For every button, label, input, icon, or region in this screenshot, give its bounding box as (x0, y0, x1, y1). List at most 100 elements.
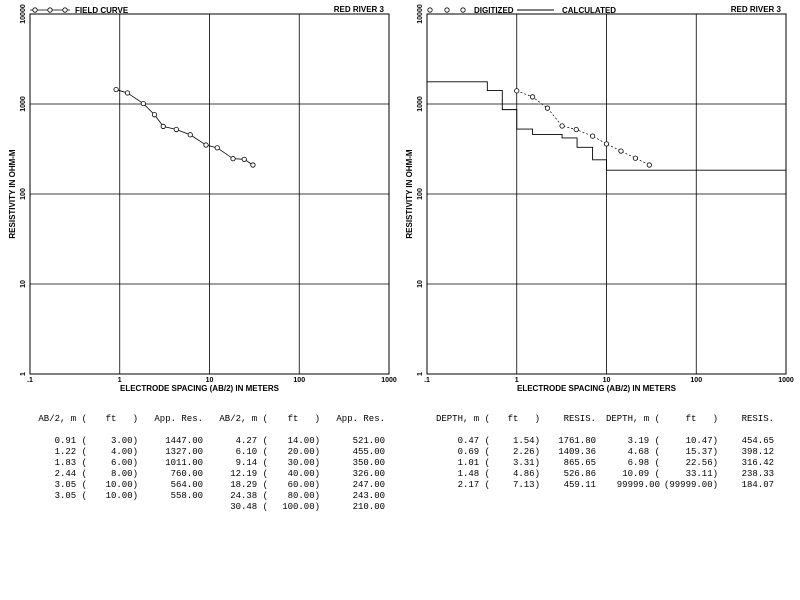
chart-title: RED RIVER 3 (334, 5, 385, 14)
x-axis-label: ELECTRODE SPACING (AB/2) IN METERS (517, 384, 677, 393)
table-cell: 33.11) (685, 469, 718, 479)
digitized-point (632, 155, 639, 161)
table-cell: 238.33 (741, 469, 774, 479)
chart-title: RED RIVER 3 (731, 5, 782, 14)
y-tick-label: 10000 (417, 4, 424, 24)
table-cell: 316.42 (741, 458, 774, 468)
table-cell: 526.86 (563, 469, 596, 479)
table-cell: 3.05 ( (54, 480, 87, 490)
y-tick-label: 100 (20, 188, 27, 200)
y-tick-label: 1 (417, 372, 424, 376)
table-cell: ft ) (507, 414, 540, 424)
table-cell: 30.48 ( (230, 502, 268, 512)
digitized-point (603, 141, 610, 147)
table-cell: 10.47) (685, 436, 718, 446)
table-cell: 100.00) (282, 502, 320, 512)
table-cell: 865.65 (563, 458, 596, 468)
data-point (173, 126, 179, 133)
x-tick-label: .1 (27, 377, 33, 384)
data-point (160, 123, 166, 129)
table-cell: 10.09 ( (622, 469, 660, 479)
data-point (124, 90, 131, 96)
table-cell: 3.19 ( (627, 436, 660, 446)
y-tick-label: 1000 (417, 96, 424, 112)
y-axis-label: RESISTIVITY IN OHM-M (405, 149, 414, 239)
table-cell: 40.00) (287, 469, 320, 479)
legend-marker (460, 7, 466, 13)
y-tick-label: 1000 (20, 96, 27, 112)
table-cell: 10.00) (105, 491, 138, 501)
table-cell: 4.68 ( (627, 447, 660, 457)
table-cell: 398.12 (741, 447, 774, 457)
table-cell: 18.29 ( (230, 480, 268, 490)
digitized-point (618, 148, 624, 154)
table-cell: 455.00 (352, 447, 385, 457)
table-cell: 3.05 ( (54, 491, 87, 501)
table-cell: 0.69 ( (457, 447, 490, 457)
table-cell: 2.26) (512, 447, 540, 457)
y-axis-label: RESISTIVITY IN OHM-M (8, 149, 17, 239)
table-cell: AB/2, m ( (219, 414, 268, 424)
legend-marker (32, 7, 38, 13)
y-tick-label: 10 (417, 280, 424, 288)
table-cell: 558.00 (170, 491, 203, 501)
table-cell: 247.00 (352, 480, 385, 490)
table-cell: AB/2, m ( (38, 414, 87, 424)
digitized-point (514, 88, 520, 94)
table-cell: ft ) (287, 414, 320, 424)
x-tick-label: 100 (690, 377, 702, 384)
table-cell: (99999.00) (663, 480, 718, 490)
table-cell: DEPTH, m ( (435, 414, 490, 424)
table-cell: 1327.00 (165, 447, 203, 457)
table-cell: 8.00) (110, 469, 138, 479)
table-cell: 4.00) (110, 447, 138, 457)
table-cell: 1761.80 (558, 436, 596, 446)
digitized-point (573, 126, 579, 133)
table-cell: ft ) (105, 414, 138, 424)
table-cell: 99999.00 (616, 480, 660, 490)
data-point (140, 100, 146, 107)
table-cell: 4.86) (512, 469, 540, 479)
table-cell: 1.83 ( (54, 458, 87, 468)
table-cell: App. Res. (336, 414, 385, 424)
data-point (151, 112, 158, 118)
table-cell: 454.65 (741, 436, 774, 446)
table-cell: 184.07 (741, 480, 774, 490)
table-cell: 30.00) (287, 458, 320, 468)
table-cell: 1.54) (512, 436, 540, 446)
table-cell: 6.98 ( (627, 458, 660, 468)
data-point (113, 86, 119, 93)
x-tick-label: 10 (206, 377, 214, 384)
table-cell: 7.13) (512, 480, 540, 490)
table-cell: 0.91 ( (54, 436, 87, 446)
table-cell: 1.48 ( (457, 469, 490, 479)
x-tick-label: 1 (118, 377, 122, 384)
table-cell: App. Res. (154, 414, 203, 424)
x-tick-label: 1000 (381, 377, 397, 384)
digitized-point (589, 133, 596, 139)
table-cell: 3.31) (512, 458, 540, 468)
table-cell: 459.11 (563, 480, 596, 490)
x-tick-label: 10 (603, 377, 611, 384)
data-point (214, 145, 220, 151)
table-cell: 12.19 ( (230, 469, 268, 479)
table-cell: 10.00) (105, 480, 138, 490)
legend-label: FIELD CURVE (75, 6, 129, 15)
table-cell: 0.47 ( (457, 436, 490, 446)
table-cell: 9.14 ( (235, 458, 268, 468)
table-cell: 243.00 (352, 491, 385, 501)
table-cell: 564.00 (170, 480, 203, 490)
y-tick-label: 100 (417, 188, 424, 200)
table-cell: 15.37) (685, 447, 718, 457)
table-cell: 1447.00 (165, 436, 203, 446)
digitized-point (544, 105, 551, 111)
digitized-point (559, 123, 565, 129)
table-cell: 6.00) (110, 458, 138, 468)
table-cell: 350.00 (352, 458, 385, 468)
table-cell: RESIS. (563, 414, 596, 424)
table-cell: 3.00) (110, 436, 138, 446)
table-cell: 20.00) (287, 447, 320, 457)
table-cell: 2.44 ( (54, 469, 87, 479)
